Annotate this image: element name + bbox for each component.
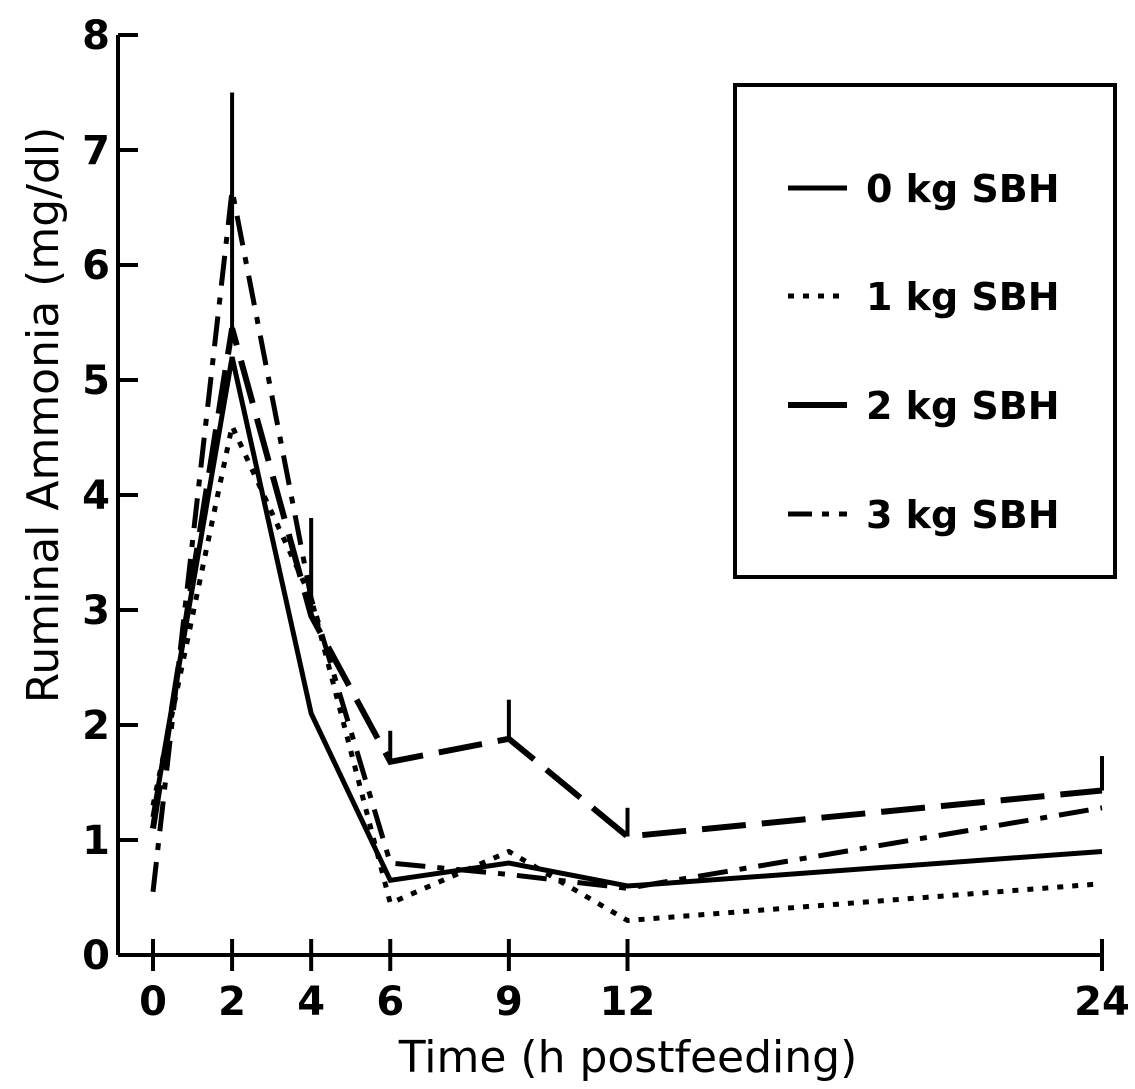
x-tick-label: 4 [297, 979, 325, 1025]
y-tick-label: 6 [82, 243, 110, 289]
x-tick-label: 9 [495, 979, 523, 1025]
legend-label: 3 kg SBH [866, 493, 1060, 537]
y-tick-label: 5 [82, 358, 110, 404]
x-tick-label: 2 [218, 979, 246, 1025]
legend-label: 1 kg SBH [866, 275, 1060, 319]
legend-box [733, 83, 1117, 579]
y-tick-label: 0 [82, 933, 110, 979]
x-tick-label: 6 [376, 979, 404, 1025]
x-tick-label: 12 [600, 979, 656, 1025]
y-tick-label: 4 [82, 473, 110, 519]
y-tick-label: 3 [82, 588, 110, 634]
legend: 0 kg SBH 1 kg SBH 2 kg SBH 3 kg SBH [733, 83, 1117, 579]
series-line-0 [150, 356, 1103, 889]
y-tick-label: 7 [82, 128, 110, 174]
x-axis-label: Time (h postfeeding) [398, 1032, 858, 1083]
y-tick-label: 2 [82, 703, 110, 749]
y-tick-label: 8 [82, 13, 110, 59]
legend-label: 0 kg SBH [866, 167, 1060, 211]
y-axis-label: Ruminal Ammonia (mg/dl) [18, 127, 69, 704]
legend-label: 2 kg SBH [866, 384, 1060, 428]
series-line-1 [150, 418, 1103, 924]
x-tick-label: 0 [139, 979, 167, 1025]
x-tick-label: 24 [1074, 979, 1130, 1025]
y-tick-label: 1 [82, 818, 110, 864]
error-bars [230, 92, 1104, 837]
